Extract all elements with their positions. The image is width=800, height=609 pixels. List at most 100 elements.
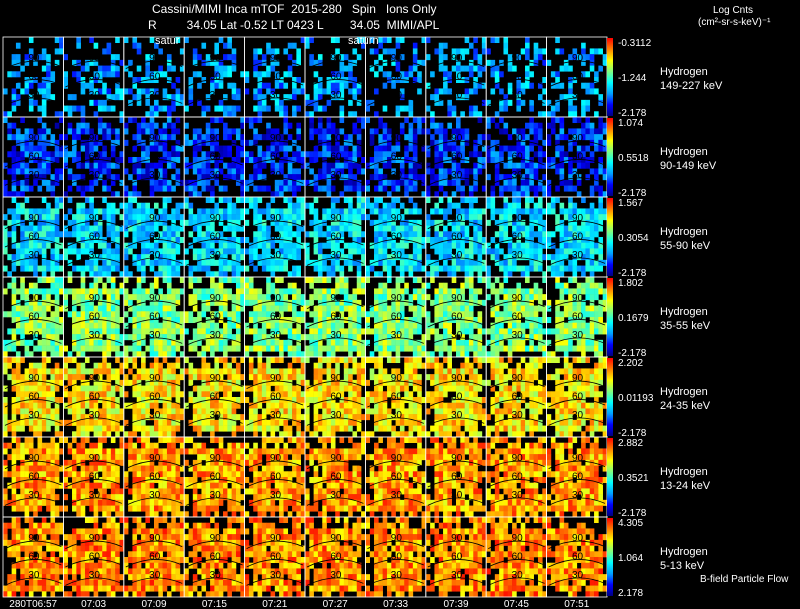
heatmap-cell: [158, 134, 163, 141]
heatmap-cell: [486, 328, 491, 335]
heatmap-cell: [404, 339, 409, 346]
heatmap-cell: [244, 322, 250, 329]
heatmap-cell: [54, 294, 60, 301]
heatmap-cell: [175, 339, 181, 346]
heatmap-cell: [313, 259, 319, 266]
heatmap-cell: [451, 128, 457, 135]
heatmap-cell: [309, 282, 314, 289]
heatmap-cell: [119, 288, 125, 295]
heatmap-cell: [253, 197, 258, 204]
heatmap-cell: [89, 134, 94, 141]
heatmap-cell: [93, 59, 99, 66]
heatmap-cell: [11, 191, 17, 198]
heatmap-cell: [399, 225, 405, 232]
heatmap-cell: [581, 305, 586, 312]
heatmap-cell: [197, 317, 202, 324]
heatmap-cell: [382, 185, 388, 192]
heatmap-cell: [110, 345, 116, 352]
heatmap-cell: [97, 231, 103, 238]
heatmap-cell: [115, 265, 120, 272]
heatmap-cell: [15, 42, 21, 49]
heatmap-cell: [326, 254, 332, 261]
heatmap-cell: [300, 157, 306, 164]
heatmap-cell: [253, 134, 258, 141]
heatmap-cell: [197, 157, 202, 164]
heatmap-cell: [374, 231, 379, 238]
heatmap-cell: [7, 168, 12, 175]
heatmap-cell: [576, 311, 582, 318]
heatmap-cell: [292, 271, 297, 278]
pitch-angle-label: 60: [391, 151, 403, 162]
heatmap-cell: [266, 277, 271, 284]
heatmap-cell: [576, 162, 582, 169]
heatmap-cell: [59, 151, 64, 158]
heatmap-cell: [309, 299, 314, 306]
heatmap-cell: [227, 37, 232, 44]
heatmap-cell: [223, 151, 228, 158]
heatmap-cell: [279, 339, 284, 346]
heatmap-cell: [218, 151, 224, 158]
heatmap-cell: [106, 248, 112, 255]
heatmap-cell: [391, 231, 396, 238]
heatmap-cell: [386, 208, 392, 215]
heatmap-cell: [305, 322, 310, 329]
heatmap-cell: [438, 339, 444, 346]
heatmap-cell: [141, 351, 146, 358]
heatmap-cell: [412, 288, 418, 295]
heatmap-cell: [270, 214, 276, 221]
heatmap-cell: [486, 48, 491, 55]
heatmap-cell: [11, 197, 17, 204]
heatmap-cell: [477, 248, 483, 255]
heatmap-cell: [106, 311, 112, 318]
heatmap-cell: [438, 197, 444, 204]
heatmap-cell: [559, 162, 565, 169]
heatmap-cell: [374, 168, 379, 175]
heatmap-cell: [197, 351, 202, 358]
heatmap-cell: [598, 248, 603, 255]
heatmap-cell: [106, 225, 112, 232]
heatmap-cell: [274, 168, 280, 175]
heatmap-cell: [106, 134, 112, 141]
heatmap-cell: [451, 174, 457, 181]
colorbar-mid-label: 0.5518: [618, 153, 649, 164]
heatmap-cell: [438, 311, 444, 318]
heatmap-cell: [594, 248, 599, 255]
heatmap-cell: [572, 254, 578, 261]
heatmap-cell: [149, 37, 155, 44]
heatmap-cell: [123, 322, 129, 329]
heatmap-cell: [352, 122, 358, 129]
heatmap-cell: [322, 259, 327, 266]
heatmap-cell: [136, 88, 142, 95]
heatmap-cell: [542, 237, 547, 244]
heatmap-cell: [214, 48, 220, 55]
heatmap-cell: [145, 248, 150, 255]
heatmap-cell: [395, 134, 401, 141]
heatmap-cell: [41, 225, 47, 232]
heatmap-cell: [93, 322, 99, 329]
heatmap-cell: [123, 168, 129, 175]
pitch-angle-contour: [186, 60, 243, 69]
heatmap-cell: [365, 185, 371, 192]
heatmap-cell: [356, 214, 362, 221]
heatmap-cell: [330, 254, 336, 261]
heatmap-cell: [188, 282, 194, 289]
heatmap-cell: [546, 157, 552, 164]
heatmap-cell: [292, 351, 297, 358]
heatmap-cell: [537, 197, 543, 204]
heatmap-cell: [15, 214, 21, 221]
heatmap-cell: [115, 311, 120, 318]
heatmap-cell: [28, 242, 34, 249]
heatmap-cell: [33, 157, 38, 164]
heatmap-cell: [63, 248, 69, 255]
heatmap-cell: [210, 328, 215, 335]
heatmap-cell: [244, 197, 250, 204]
heatmap-cell: [141, 77, 146, 84]
heatmap-cell: [46, 231, 51, 238]
heatmap-cell: [374, 225, 379, 232]
heatmap-cell: [335, 254, 340, 261]
heatmap-cell: [382, 202, 388, 209]
pitch-angle-label: 90: [391, 53, 403, 64]
heatmap-cell: [257, 185, 263, 192]
heatmap-cell: [464, 225, 470, 232]
